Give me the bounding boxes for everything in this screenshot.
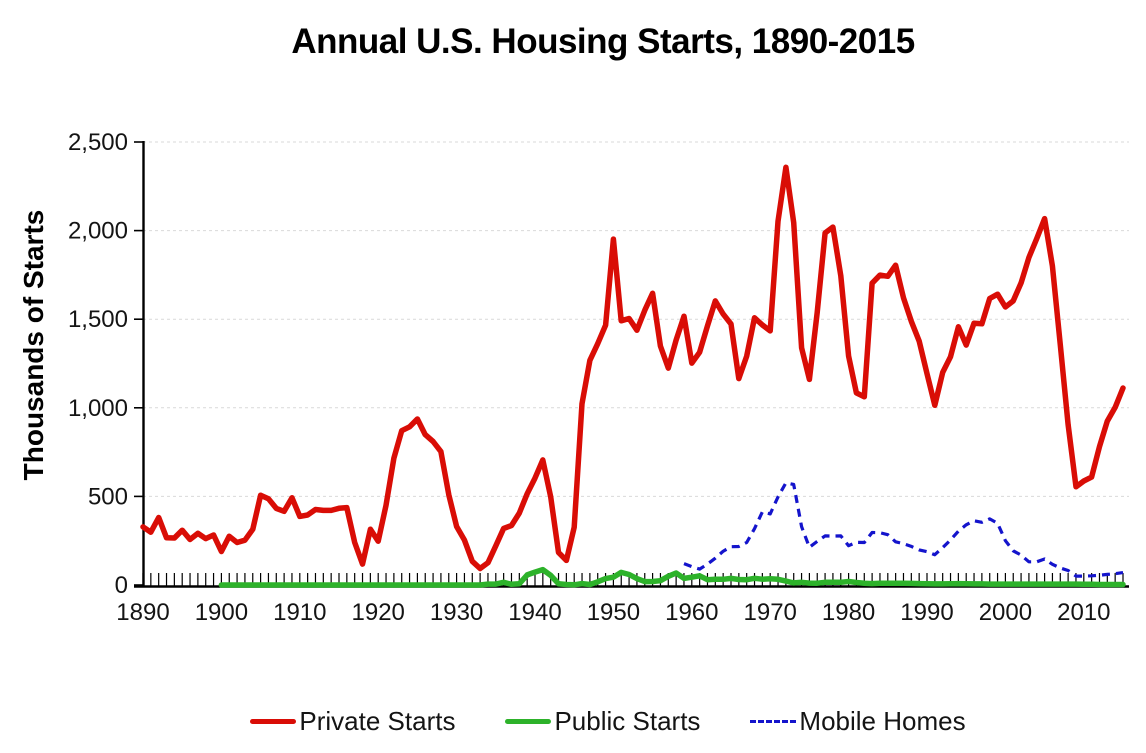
x-tick-label: 1890 [116,599,169,626]
x-tick-label: 1900 [195,599,248,626]
series-line-mobile-homes [683,481,1124,578]
x-tick-label: 1930 [430,599,483,626]
legend-item-mobile-homes: Mobile Homes [750,706,966,737]
y-tick-label: 2,000 [68,218,128,245]
legend-label-public-starts: Public Starts [554,706,701,736]
public-starts-line-swatch [505,719,552,724]
legend-item-private-starts: Private Starts [250,706,455,737]
x-tick-label: 1920 [352,599,405,626]
x-tick-label: 2010 [1057,599,1110,626]
legend-label-private-starts: Private Starts [299,706,456,736]
y-tick-label: 1,000 [68,395,128,422]
legend-label-mobile-homes: Mobile Homes [799,706,966,736]
chart-title: Annual U.S. Housing Starts, 1890-2015 [291,22,915,61]
x-tick-label: 1970 [744,599,797,626]
series-line-private-starts [140,164,1126,572]
y-tick-label: 2,500 [68,129,128,156]
mobile-homes-line-swatch [750,720,797,723]
x-tick-label: 1960 [665,599,718,626]
series-line-public-starts [218,566,1126,588]
legend: Private Starts Public Starts Mobile Home… [70,706,1146,737]
x-tick-label: 1910 [273,599,326,626]
x-tick-label: 1990 [900,599,953,626]
y-tick-label: 0 [115,572,128,599]
x-tick-label: 1950 [587,599,640,626]
x-tick-label: 1940 [508,599,561,626]
legend-item-public-starts: Public Starts [505,706,700,737]
y-tick-label: 1,500 [68,306,128,333]
x-tick-label: 2000 [979,599,1032,626]
y-tick-label: 500 [88,483,128,510]
private-starts-line-swatch [250,719,297,724]
x-tick-label: 1980 [822,599,875,626]
